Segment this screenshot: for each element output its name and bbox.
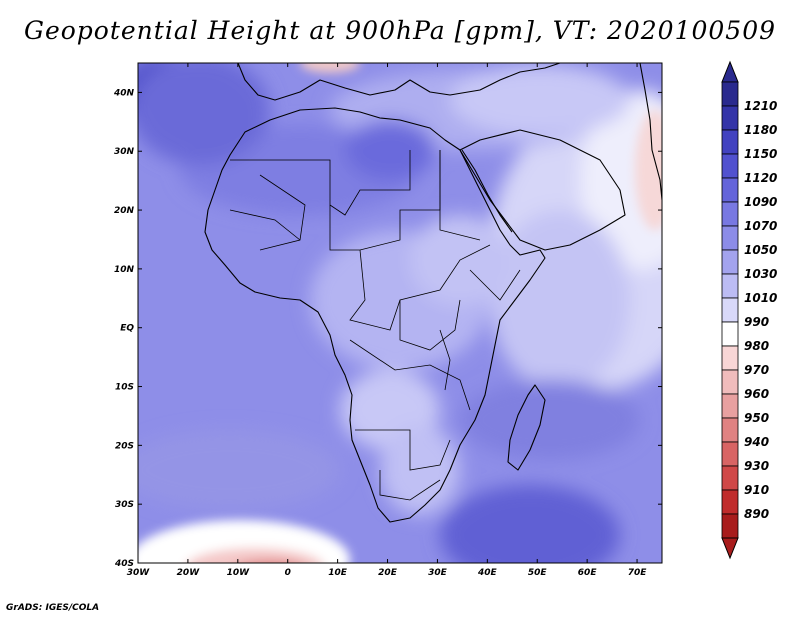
madagascar-coastline bbox=[507, 384, 546, 471]
colorbar-swatch bbox=[721, 441, 739, 467]
colorbar-swatch bbox=[721, 177, 739, 203]
colorbar-label: 960 bbox=[744, 387, 769, 401]
lon-tick-label: 10W bbox=[227, 568, 251, 578]
lon-tick-label: 20E bbox=[378, 568, 398, 578]
colorbar-swatch bbox=[721, 273, 739, 299]
colorbar-label: 890 bbox=[744, 507, 769, 521]
colorbar-swatch bbox=[721, 153, 739, 179]
colorbar-label: 1210 bbox=[744, 99, 777, 113]
colorbar-swatch bbox=[721, 513, 739, 539]
colorbar-swatch bbox=[721, 417, 739, 443]
india-coastline bbox=[639, 63, 662, 201]
colorbar-label: 1010 bbox=[744, 291, 777, 305]
grads-credit: GrADS: IGES/COLA bbox=[6, 603, 100, 613]
colorbar-swatch bbox=[721, 201, 739, 227]
axis-ticks: 30W 20W 10W 0 10E 20E 30E 40E 50E 60E 70E 40S 30S 20S… bbox=[113, 63, 662, 578]
colorbar-swatch bbox=[721, 489, 739, 515]
lat-tick-label: 40N bbox=[113, 88, 135, 98]
colorbar-swatch bbox=[721, 249, 739, 275]
lon-tick-label: 30E bbox=[428, 568, 448, 578]
colorbar-swatch bbox=[721, 129, 739, 155]
colorbar-label: 990 bbox=[744, 315, 769, 329]
europe-coastline bbox=[237, 63, 561, 101]
map-plot-area bbox=[138, 63, 662, 563]
chart-title: Geopotential Height at 900hPa [gpm], VT:… bbox=[23, 16, 777, 45]
lat-tick-label: 20S bbox=[115, 441, 134, 451]
colorbar-label: 1120 bbox=[744, 171, 777, 185]
colorbar-swatch bbox=[721, 465, 739, 491]
colorbar-swatch bbox=[721, 393, 739, 419]
lat-tick-label: EQ bbox=[120, 324, 134, 334]
colorbar-swatch bbox=[721, 225, 739, 251]
colorbar-label: 1150 bbox=[744, 147, 777, 161]
lat-tick-label: 40S bbox=[114, 559, 134, 569]
map-frame bbox=[137, 62, 663, 564]
colorbar: 1210 1180 1150 1120 1090 1070 1050 1030 1010 990 9… bbox=[721, 60, 777, 560]
lon-tick-label: 60E bbox=[578, 568, 598, 578]
lat-tick-label: 20N bbox=[114, 206, 135, 216]
coastlines bbox=[204, 63, 662, 523]
lat-tick-label: 10S bbox=[115, 383, 134, 393]
lon-tick-label: 20W bbox=[177, 568, 201, 578]
colorbar-swatch bbox=[721, 369, 739, 395]
colorbar-label: 940 bbox=[744, 435, 769, 449]
colorbar-label: 1180 bbox=[744, 123, 777, 137]
colorbar-label: 930 bbox=[744, 459, 769, 473]
red-sea bbox=[461, 149, 513, 233]
colorbar-top-arrow bbox=[721, 60, 739, 83]
colorbar-bottom-arrow bbox=[721, 537, 739, 560]
lat-tick-label: 30N bbox=[114, 147, 135, 157]
colorbar-swatch bbox=[721, 321, 739, 347]
colorbar-swatch bbox=[721, 105, 739, 131]
low-pressure-region bbox=[138, 63, 662, 563]
colorbar-label: 970 bbox=[744, 363, 769, 377]
colorbar-label: 980 bbox=[744, 339, 769, 353]
colorbar-swatch bbox=[721, 345, 739, 371]
colorbar-label: 1070 bbox=[744, 219, 777, 233]
colorbar-label: 950 bbox=[744, 411, 769, 425]
colorbar-swatch bbox=[721, 297, 739, 323]
country-borders bbox=[229, 150, 521, 501]
colorbar-label: 1050 bbox=[744, 243, 777, 257]
lon-tick-label: 30W bbox=[127, 568, 151, 578]
lon-tick-label: 40E bbox=[477, 568, 498, 578]
lon-tick-label: 0 bbox=[285, 568, 291, 578]
colorbar-label: 1090 bbox=[744, 195, 777, 209]
colorbar-label: 910 bbox=[744, 483, 769, 497]
colorbar-swatch bbox=[721, 81, 739, 107]
africa-coastline bbox=[204, 107, 546, 523]
lat-tick-label: 10N bbox=[114, 265, 135, 275]
colorbar-label: 1030 bbox=[744, 267, 777, 281]
lon-tick-label: 50E bbox=[528, 568, 548, 578]
lon-tick-label: 70E bbox=[628, 568, 648, 578]
lon-tick-label: 10E bbox=[328, 568, 348, 578]
lat-tick-label: 30S bbox=[115, 500, 134, 510]
